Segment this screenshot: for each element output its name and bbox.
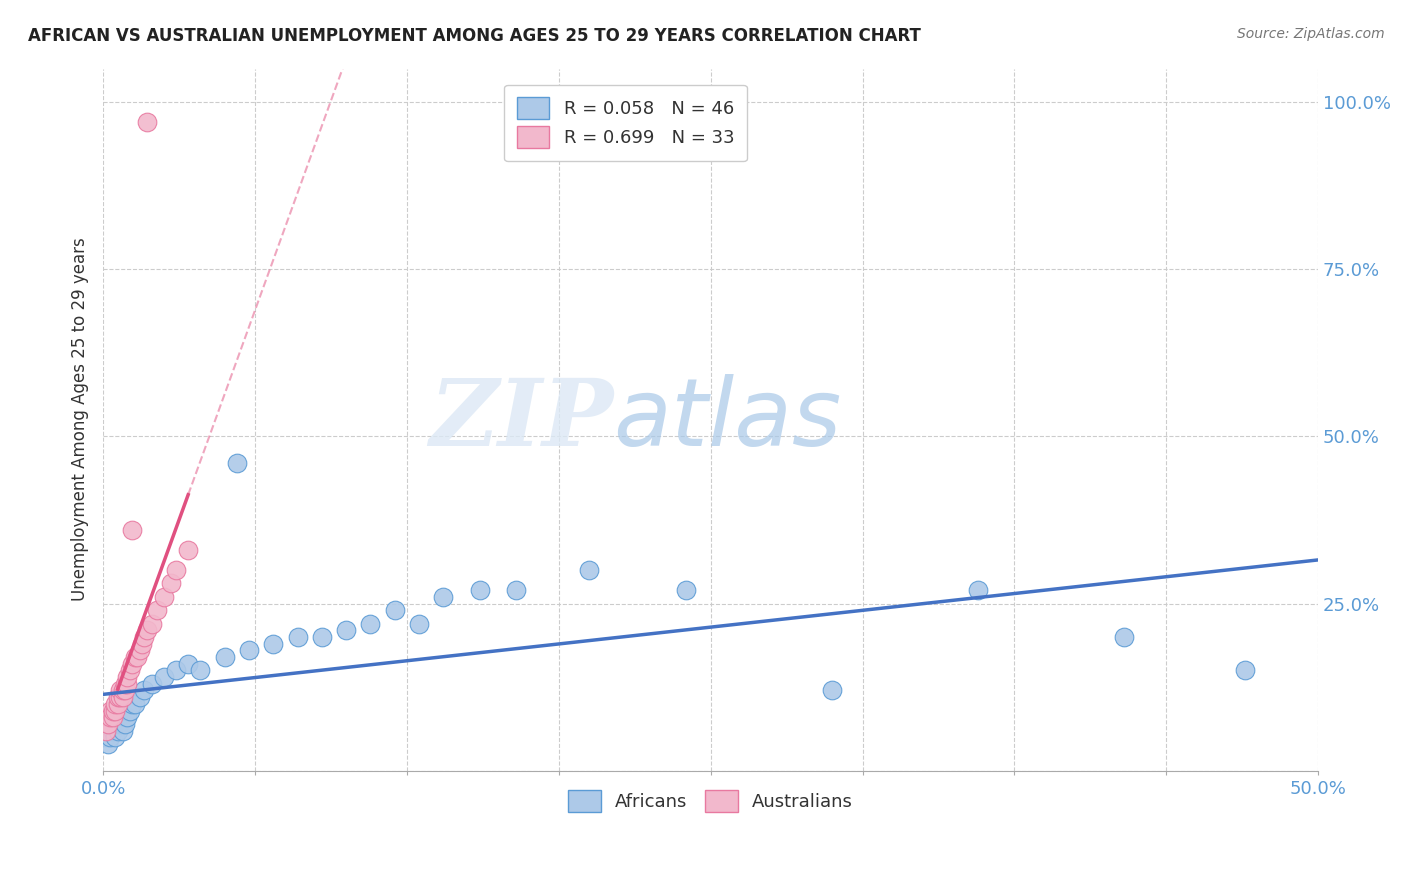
Point (141, 616, 163, 631)
Point (97, 717, 120, 731)
Point (821, 683, 844, 698)
Point (111, 690, 134, 705)
Point (145, 603, 167, 617)
Point (104, 697, 127, 711)
Point (124, 697, 146, 711)
Point (114, 677, 136, 691)
Point (121, 657, 143, 671)
Point (107, 690, 129, 705)
Point (967, 583, 990, 598)
Point (153, 670, 176, 684)
Point (114, 683, 136, 698)
Point (104, 704, 127, 718)
Point (108, 683, 131, 698)
Point (101, 710, 124, 724)
Point (97, 737, 120, 751)
Point (134, 683, 156, 698)
Point (111, 683, 134, 698)
Point (114, 710, 136, 724)
Point (111, 723, 134, 738)
Point (101, 717, 124, 731)
Point (165, 563, 187, 577)
Point (578, 563, 600, 577)
Point (384, 603, 406, 617)
Point (108, 690, 131, 705)
Point (335, 624, 357, 638)
Point (117, 704, 139, 718)
Point (432, 590, 454, 604)
Point (214, 650, 236, 665)
Point (111, 717, 134, 731)
Point (107, 717, 129, 731)
Point (160, 576, 183, 591)
Point (100, 704, 122, 718)
Point (135, 624, 157, 638)
Point (108, 717, 131, 731)
Text: ZIP: ZIP (429, 375, 613, 465)
Point (114, 717, 136, 731)
Text: atlas: atlas (613, 374, 842, 465)
Point (101, 704, 124, 718)
Point (107, 723, 129, 738)
Point (188, 664, 211, 678)
Point (100, 710, 122, 724)
Point (1112, 630, 1135, 644)
Point (97, 710, 120, 724)
Text: Source: ZipAtlas.com: Source: ZipAtlas.com (1237, 27, 1385, 41)
Point (118, 664, 141, 678)
Point (100, 731, 122, 745)
Point (131, 637, 153, 651)
Y-axis label: Unemployment Among Ages 25 to 29 years: Unemployment Among Ages 25 to 29 years (72, 238, 89, 601)
Point (101, 723, 124, 738)
Point (124, 650, 146, 665)
Point (1234, 664, 1257, 678)
Point (121, 697, 143, 711)
Point (100, 723, 122, 738)
Point (408, 616, 430, 631)
Point (238, 643, 260, 657)
Point (675, 583, 697, 598)
Point (359, 616, 381, 631)
Point (94, 731, 117, 745)
Point (177, 657, 200, 671)
Point (128, 643, 150, 657)
Point (104, 731, 127, 745)
Point (505, 583, 527, 598)
Point (104, 717, 127, 731)
Point (225, 456, 247, 470)
Point (153, 590, 176, 604)
Point (262, 637, 284, 651)
Point (127, 650, 149, 665)
Legend: Africans, Australians: Africans, Australians (555, 778, 866, 825)
Point (311, 630, 333, 644)
Point (165, 664, 187, 678)
Point (141, 677, 163, 691)
Point (468, 583, 491, 598)
Point (118, 704, 141, 718)
Point (121, 523, 143, 537)
Point (134, 630, 156, 644)
Point (287, 630, 309, 644)
Point (108, 710, 131, 724)
Point (117, 670, 139, 684)
Point (94, 723, 117, 738)
Point (128, 690, 150, 705)
Text: AFRICAN VS AUSTRALIAN UNEMPLOYMENT AMONG AGES 25 TO 29 YEARS CORRELATION CHART: AFRICAN VS AUSTRALIAN UNEMPLOYMENT AMONG… (28, 27, 921, 45)
Point (117, 710, 139, 724)
Point (177, 543, 200, 558)
Point (117, 677, 139, 691)
Point (107, 697, 129, 711)
Point (135, 115, 157, 129)
